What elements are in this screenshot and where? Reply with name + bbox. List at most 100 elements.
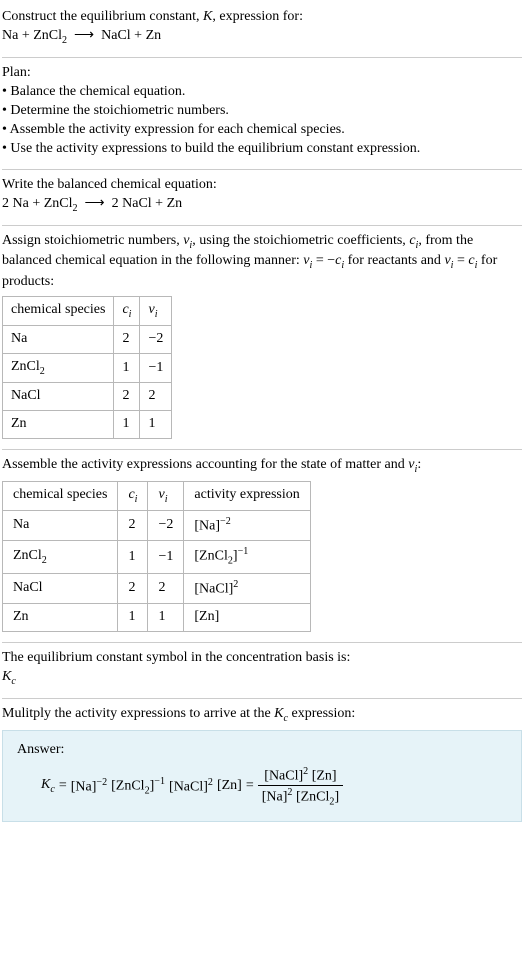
th-c: ci [114,296,140,325]
answer-box: Answer: Kc = [Na]−2 [ZnCl2]−1 [NaCl]2 [Z… [2,730,522,822]
intro-line1: Construct the equilibrium constant, K, e… [2,8,522,27]
k: K [41,777,50,792]
k: K [2,669,11,684]
exp: 2 [233,579,238,590]
cell-c: 1 [114,353,140,382]
balanced-arrow: ⟶ [85,196,105,211]
kc: Kc [41,776,55,796]
base: [ZnCl [194,549,227,564]
balanced-heading: Write the balanced chemical equation: [2,176,522,195]
balanced-rhs: 2 NaCl + Zn [112,196,183,211]
divider [2,698,522,699]
intro-text2: , expression for: [212,9,303,24]
plan-heading: Plan: [2,64,522,83]
balanced-equation: 2 Na + ZnCl2 ⟶ 2 NaCl + Zn [2,195,522,215]
stoich-section: Assign stoichiometric numbers, νi, using… [2,228,522,447]
cell-c: 2 [118,573,148,604]
symbol-section: The equilibrium constant symbol in the c… [2,645,522,696]
cell-species: Zn [3,604,118,632]
divider [2,449,522,450]
cell-species: Zn [3,411,114,439]
sp: Na [11,331,27,346]
t: expression: [288,706,355,721]
table-header-row: chemical species ci νi [3,296,172,325]
t: for reactants and [344,253,444,268]
cell-nu: −1 [140,353,172,382]
sub-i: i [155,308,158,319]
sp: ZnCl [11,359,40,374]
divider [2,225,522,226]
sub-i: i [135,493,138,504]
exp: −2 [220,516,231,527]
intro-text: Construct the equilibrium constant, [2,9,203,24]
denominator: [Na]2 [ZnCl2] [258,785,343,808]
base: [NaCl] [194,581,233,596]
fraction: [NaCl]2 [Zn] [Na]2 [ZnCl2] [258,766,343,808]
eq-rhs: NaCl + Zn [101,28,161,43]
close: ] [334,789,339,804]
balanced-sub: 2 [73,202,78,213]
assemble-text: Assemble the activity expressions accoun… [2,456,522,476]
term: [NaCl]2 [169,776,213,798]
cell-c: 1 [118,604,148,632]
sp: Zn [11,416,27,431]
plan-section: Plan: • Balance the chemical equation. •… [2,60,522,166]
t: Mulitply the activity expressions to arr… [2,706,274,721]
sub-i: i [165,493,168,504]
multiply-text: Mulitply the activity expressions to arr… [2,705,522,725]
numerator: [NaCl]2 [Zn] [260,766,340,785]
sp: NaCl [13,580,43,595]
sp: NaCl [11,388,41,403]
base: [Na] [194,519,220,534]
th-nu: νi [140,296,172,325]
base: [Na] [71,779,97,794]
cell-c: 2 [114,383,140,411]
plan-bullet: • Assemble the activity expression for e… [2,121,522,140]
symbol-text: The equilibrium constant symbol in the c… [2,649,522,668]
th-c: ci [118,481,148,510]
t: [Zn] [308,768,336,783]
sp: ZnCl [13,548,42,563]
cell-activity: [Zn] [184,604,310,632]
cell-activity: [Na]−2 [184,510,310,541]
cell-nu: −2 [140,326,172,354]
plan-bullet: • Balance the chemical equation. [2,83,522,102]
assemble-section: Assemble the activity expressions accoun… [2,452,522,640]
t: = [453,253,468,268]
plan-bullet: • Use the activity expressions to build … [2,140,522,159]
cell-species: NaCl [3,573,118,604]
cell-c: 1 [114,411,140,439]
activity-table: chemical species ci νi activity expressi… [2,481,311,632]
sp: Na [13,517,29,532]
equals: = [59,777,67,796]
balanced-lhs: 2 Na + ZnCl [2,196,73,211]
base: [NaCl] [169,779,208,794]
intro-k: K [203,9,212,24]
balanced-section: Write the balanced chemical equation: 2 … [2,172,522,223]
eq-arrow: ⟶ [74,28,94,43]
t: = − [312,253,335,268]
exp: −1 [154,776,165,787]
equals: = [246,777,254,796]
table-row: Zn 1 1 [Zn] [3,604,311,632]
cell-c: 2 [118,510,148,541]
answer-label: Answer: [17,741,507,760]
t: Assemble the activity expressions accoun… [2,457,408,472]
cell-nu: 1 [140,411,172,439]
cell-species: ZnCl2 [3,353,114,382]
table-row: ZnCl2 1 −1 [3,353,172,382]
eq-sub: 2 [62,35,67,46]
eq-lhs: Na + ZnCl [2,28,62,43]
cell-c: 2 [114,326,140,354]
t: , using the stoichiometric coefficients, [192,233,409,248]
symbol-kc: Kc [2,668,522,688]
stoich-text: Assign stoichiometric numbers, νi, using… [2,232,522,292]
table-row: Na 2 −2 [Na]−2 [3,510,311,541]
exp: −1 [238,546,249,557]
base: [Na] [262,789,288,804]
base: [Zn] [194,609,219,624]
table-row: NaCl 2 2 [NaCl]2 [3,573,311,604]
table-row: ZnCl2 1 −1 [ZnCl2]−1 [3,541,311,573]
term: [Zn] [217,777,242,796]
th-species: chemical species [3,481,118,510]
